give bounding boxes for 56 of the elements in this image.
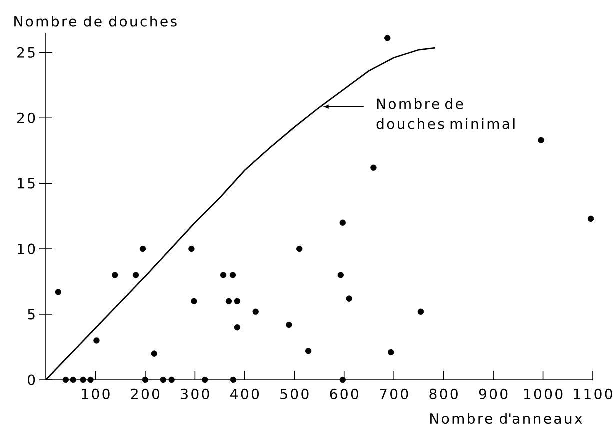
x-tick-label: 900 bbox=[479, 388, 508, 400]
point bbox=[140, 246, 146, 252]
point bbox=[70, 376, 76, 384]
point bbox=[286, 322, 292, 328]
point bbox=[94, 338, 100, 344]
x-axis-title: Nombre d'anneaux bbox=[430, 413, 582, 424]
point bbox=[230, 376, 237, 384]
point bbox=[88, 376, 94, 384]
point bbox=[160, 376, 166, 384]
x-tick-label: 200 bbox=[131, 388, 160, 400]
point bbox=[62, 376, 69, 384]
point bbox=[418, 308, 424, 316]
point bbox=[132, 272, 140, 278]
point bbox=[346, 296, 352, 302]
point bbox=[252, 308, 259, 316]
point bbox=[370, 164, 377, 171]
point bbox=[340, 376, 346, 384]
y-axis-title: Nombre de douches bbox=[14, 16, 177, 27]
x-tick-label: 100 bbox=[82, 388, 110, 400]
point bbox=[55, 289, 62, 296]
point bbox=[112, 272, 118, 278]
point bbox=[588, 216, 594, 222]
point bbox=[191, 298, 198, 305]
x-tick-label: 1100 bbox=[574, 388, 612, 400]
point bbox=[202, 376, 208, 384]
point bbox=[142, 376, 149, 384]
x-tick-label: 600 bbox=[330, 388, 358, 400]
point bbox=[538, 137, 544, 144]
point bbox=[230, 272, 236, 278]
x-tick-label: 800 bbox=[430, 388, 458, 400]
y-tick-label: 5 bbox=[28, 309, 35, 320]
point bbox=[234, 324, 241, 331]
x-tick-label: 400 bbox=[230, 388, 260, 400]
point bbox=[188, 246, 195, 252]
point bbox=[340, 220, 346, 226]
y-tick-label: 15 bbox=[18, 178, 35, 189]
point bbox=[388, 349, 394, 356]
x-tick-label: 500 bbox=[280, 388, 309, 400]
y-tick-label: 0 bbox=[28, 374, 36, 386]
point bbox=[234, 298, 241, 305]
x-tick-label: 300 bbox=[181, 388, 210, 400]
y-tick-label: 25 bbox=[18, 47, 35, 58]
point bbox=[305, 348, 312, 354]
point bbox=[168, 376, 175, 384]
y-tick-label: 20 bbox=[18, 112, 36, 124]
point bbox=[80, 376, 86, 384]
x-tick-label: 700 bbox=[380, 388, 408, 400]
y-tick-label: 10 bbox=[18, 244, 36, 254]
annotation: Nombre de douches minimal bbox=[376, 98, 515, 130]
point bbox=[338, 272, 344, 278]
point bbox=[226, 298, 232, 305]
x-tick-label: 1000 bbox=[524, 388, 563, 400]
point bbox=[151, 350, 158, 357]
point bbox=[220, 272, 227, 278]
point bbox=[384, 35, 391, 42]
point bbox=[296, 246, 303, 252]
